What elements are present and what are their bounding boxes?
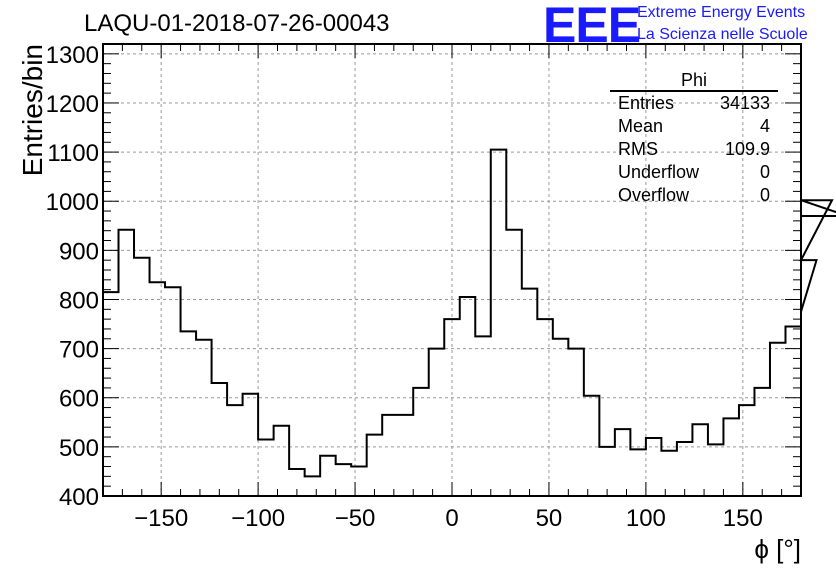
stats-row-entries: Entries 34133 [610,92,778,115]
stats-label: RMS [618,139,658,159]
stats-label: Mean [618,116,664,136]
stats-value: 34133 [719,93,770,113]
histogram-line [103,148,836,478]
page-title: LAQU-01-2018-07-26-00043 [84,10,390,37]
axis-ticks [102,43,802,497]
stats-value: 0 [759,162,770,182]
stats-row-mean: Mean 4 [610,115,778,138]
tick-labels: −150 −100 −50 0 50 100 150 400 500 600 700 800 900 10… [46,42,763,532]
eee-logo: EEE [543,0,641,53]
y-tick-label: 1100 [47,140,99,167]
logo-subtitle-2: La Scienza nelle Scuole [637,26,808,43]
x-axis-label: ϕ [°] [754,534,801,564]
stats-box: Phi Entries 34133 Mean 4 RMS 109.9 Under… [610,70,778,207]
x-tick-label: −50 [335,505,376,532]
y-tick-label: 1300 [46,42,99,69]
y-tick-label: 900 [59,238,99,265]
x-tick-label: 0 [445,505,458,532]
logo-subtitle-1: Extreme Energy Events [637,4,806,21]
stats-value: 109.9 [724,139,770,159]
stats-row-overflow: Overflow 0 [610,184,778,207]
stats-title: Phi [610,70,778,92]
stats-label: Overflow [618,185,690,205]
y-tick-label: 1200 [46,91,99,118]
y-tick-label: 800 [59,287,99,314]
y-tick-label: 500 [59,435,99,462]
y-axis-label: Entries/bin [17,44,48,176]
stats-value: 0 [759,185,770,205]
stats-label: Underflow [618,162,700,182]
y-tick-label: 700 [59,337,99,364]
y-tick-label: 400 [59,484,99,511]
x-tick-label: 50 [536,505,563,532]
y-tick-label: 1000 [46,189,99,216]
x-tick-label: −150 [134,505,188,532]
stats-label: Entries [618,93,675,113]
stats-value: 4 [759,116,770,136]
x-tick-label: 150 [723,505,763,532]
grid-lines [103,44,801,496]
y-tick-label: 600 [59,386,99,413]
stats-row-rms: RMS 109.9 [610,138,778,161]
stats-row-underflow: Underflow 0 [610,161,778,184]
x-tick-label: −100 [231,505,285,532]
x-tick-label: 100 [626,505,666,532]
